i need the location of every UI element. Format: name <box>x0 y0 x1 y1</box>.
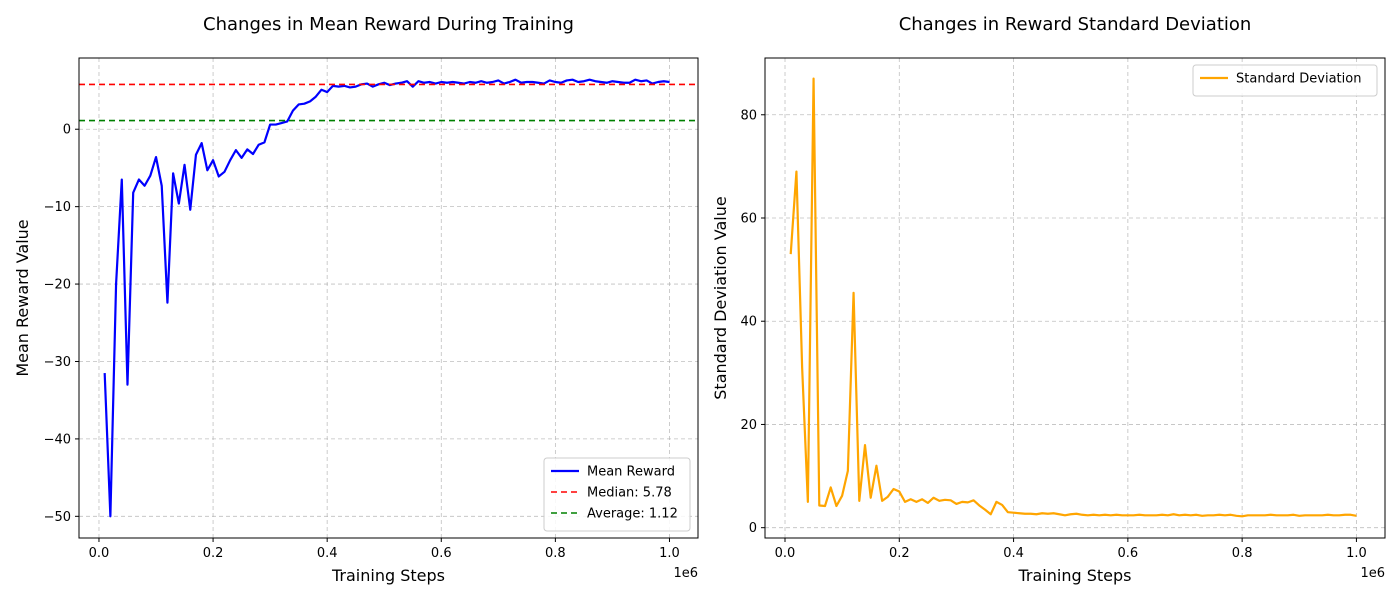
legend-label: Mean Reward <box>587 465 675 480</box>
x-offset-label: 1e6 <box>1360 566 1385 581</box>
x-axis-label: Training Steps <box>331 566 445 585</box>
x-tick-label: 0.0 <box>775 546 796 561</box>
x-offset-label: 1e6 <box>673 566 698 581</box>
x-tick-label: 0.6 <box>1118 546 1139 561</box>
plot-area <box>789 77 1357 518</box>
y-tick-label: 0 <box>63 123 71 138</box>
y-tick-label: 60 <box>740 212 757 227</box>
legend-label: Standard Deviation <box>1236 72 1361 87</box>
plot-area <box>79 78 698 518</box>
y-tick-label: 0 <box>749 521 757 536</box>
series-line-mean-reward <box>103 78 670 518</box>
x-tick-label: 0.8 <box>545 546 566 561</box>
x-tick-label: 0.2 <box>203 546 224 561</box>
x-tick-label: 1.0 <box>1346 546 1367 561</box>
x-tick-label: 0.4 <box>317 546 338 561</box>
y-tick-label: 80 <box>740 108 757 123</box>
y-tick-label: 20 <box>740 418 757 433</box>
legend: Mean Reward Median: 5.78 Average: 1.12 <box>543 457 691 532</box>
series-line-standard-deviation <box>789 77 1357 518</box>
x-tick-label: 0.6 <box>431 546 452 561</box>
legend-box <box>543 457 691 532</box>
y-tick-label: −20 <box>44 278 71 293</box>
legend-box <box>1192 64 1378 97</box>
x-tick-label: 0.0 <box>89 546 110 561</box>
legend: Standard Deviation <box>1192 64 1378 97</box>
y-axis-label: Mean Reward Value <box>13 219 32 376</box>
y-axis-label: Standard Deviation Value <box>711 196 730 399</box>
reward-std-chart: 0.0 0.2 0.4 0.6 0.8 1.0 0 20 40 60 80 1e6 Changes in… <box>711 14 1386 585</box>
chart-title: Changes in Mean Reward During Training <box>203 14 574 35</box>
mean-reward-chart: 0.0 0.2 0.4 0.6 0.8 1.0 −50 −40 −30 −20 −10 0 1e6 Cha… <box>13 14 699 585</box>
legend-label: Average: 1.12 <box>587 507 678 522</box>
x-tick-label: 1.0 <box>659 546 680 561</box>
y-tick-label: −50 <box>44 510 71 525</box>
x-tick-label: 0.2 <box>889 546 910 561</box>
legend-label: Median: 5.78 <box>587 486 672 501</box>
chart-title: Changes in Reward Standard Deviation <box>899 14 1252 35</box>
x-tick-label: 0.4 <box>1003 546 1024 561</box>
axes-frame <box>764 57 1386 539</box>
y-tick-label: −30 <box>44 355 71 370</box>
y-tick-label: −40 <box>44 432 71 447</box>
x-axis-label: Training Steps <box>1018 566 1132 585</box>
y-tick-label: 40 <box>740 315 757 330</box>
y-tick-label: −10 <box>44 200 71 215</box>
axes-frame <box>78 57 699 539</box>
x-tick-label: 0.8 <box>1232 546 1253 561</box>
